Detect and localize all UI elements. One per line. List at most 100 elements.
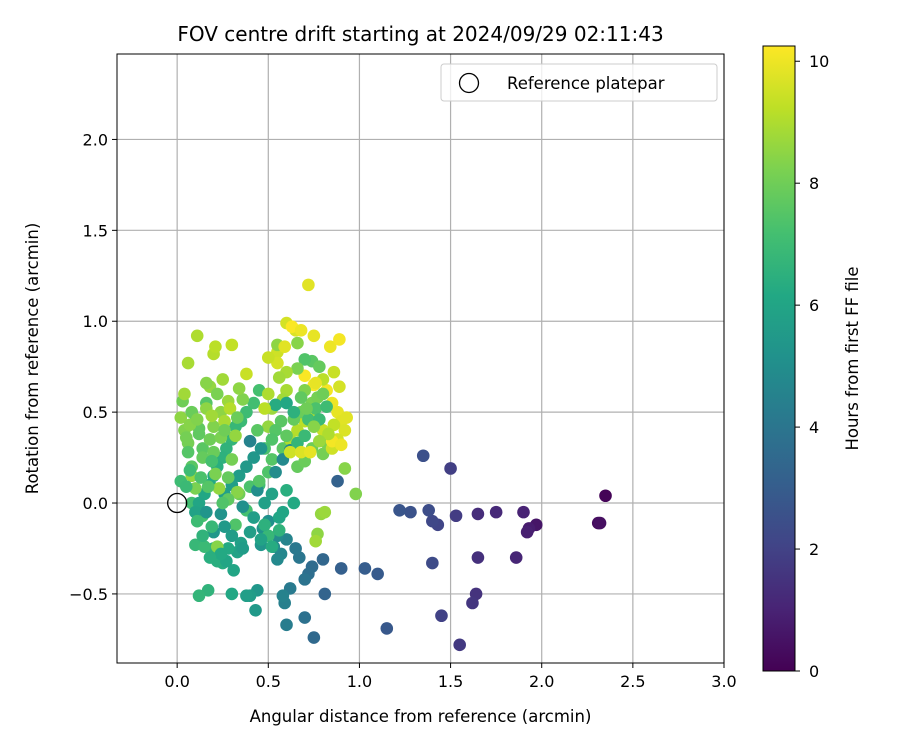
data-point <box>338 462 352 475</box>
y-tick-label: 0.0 <box>83 494 108 513</box>
data-point <box>278 340 291 353</box>
data-point <box>489 505 503 519</box>
data-point <box>225 338 239 352</box>
colorbar-frame <box>762 45 796 672</box>
data-point <box>320 400 333 413</box>
data-point <box>416 449 430 463</box>
data-point <box>181 445 195 459</box>
data-point <box>349 487 363 501</box>
data-point <box>287 496 301 510</box>
data-point <box>203 551 217 564</box>
data-point <box>302 278 315 292</box>
data-point <box>218 520 231 533</box>
data-point <box>593 516 607 530</box>
scatter-points <box>174 278 612 652</box>
data-point <box>240 367 253 381</box>
data-point <box>316 447 330 461</box>
data-point <box>307 329 321 343</box>
data-point <box>243 434 257 448</box>
data-point <box>404 505 417 519</box>
data-point <box>216 373 230 386</box>
axis-ticks: 0.0 0.5 1.0 1.5 2.0 2.5 3.0 −0.5 0.0 0.5 1.0 1.5 2.0 <box>69 130 737 691</box>
chart-title: FOV centre drift starting at 2024/09/29 … <box>177 22 663 46</box>
data-point <box>181 356 195 370</box>
data-point <box>331 474 344 488</box>
data-point <box>309 402 322 415</box>
y-tick-label: 0.5 <box>83 403 108 422</box>
data-point <box>272 511 286 524</box>
data-point <box>300 402 313 415</box>
data-point <box>280 396 293 410</box>
data-point <box>183 464 197 477</box>
data-point <box>322 427 335 441</box>
data-point <box>280 429 293 443</box>
data-point <box>252 474 266 488</box>
data-point <box>243 525 257 539</box>
data-point <box>265 453 279 466</box>
data-point <box>426 556 439 570</box>
data-point <box>272 371 286 384</box>
data-point <box>218 424 231 437</box>
data-point <box>520 525 534 539</box>
data-point <box>453 638 466 652</box>
colorbar-tick-label: 6 <box>809 296 819 315</box>
x-tick-label: 2.5 <box>620 672 645 691</box>
data-point <box>274 414 288 428</box>
colorbar: 0 2 4 6 8 10 Hours from first FF file <box>762 45 862 681</box>
reference-marker-layer <box>167 492 188 514</box>
data-point <box>258 402 271 415</box>
x-tick-label: 0.0 <box>164 672 189 691</box>
x-tick-label: 2.0 <box>529 672 554 691</box>
data-point <box>232 469 246 483</box>
legend-box <box>440 63 718 102</box>
data-point <box>178 387 191 401</box>
data-point <box>240 589 253 603</box>
data-point <box>435 609 448 623</box>
colorbar-tick-label: 10 <box>809 52 829 71</box>
data-point <box>333 380 346 393</box>
x-tick-label: 1.5 <box>438 672 463 691</box>
data-point <box>318 505 332 519</box>
data-point <box>280 483 293 497</box>
data-point <box>276 589 290 603</box>
data-point <box>200 505 213 519</box>
data-point <box>280 618 293 632</box>
data-point <box>309 534 322 548</box>
data-point <box>272 523 286 537</box>
data-point <box>313 434 326 448</box>
data-point <box>466 596 479 610</box>
data-point <box>240 460 253 473</box>
data-point <box>231 485 244 499</box>
data-point <box>298 353 312 366</box>
data-point <box>236 542 250 555</box>
data-point <box>291 336 304 350</box>
legend: Reference platepar <box>440 63 718 102</box>
x-tick-label: 1.0 <box>347 672 372 691</box>
data-point <box>371 567 384 581</box>
data-point <box>225 529 239 543</box>
data-point <box>205 409 219 423</box>
data-point <box>333 333 346 346</box>
data-point <box>265 540 279 553</box>
data-point <box>287 405 301 419</box>
data-point <box>254 442 268 455</box>
data-point <box>236 500 250 513</box>
data-point <box>271 553 284 566</box>
data-point <box>209 340 222 353</box>
data-point <box>179 480 193 493</box>
data-point <box>298 573 312 586</box>
legend-marker-icon <box>458 72 480 94</box>
data-point <box>225 453 239 466</box>
data-point <box>303 445 317 459</box>
y-tick-label: 2.0 <box>83 130 108 149</box>
data-point <box>327 365 341 379</box>
data-point <box>294 324 308 337</box>
data-point <box>289 542 302 555</box>
data-point <box>258 518 271 532</box>
data-point <box>471 551 485 564</box>
data-point <box>194 471 208 484</box>
y-axis-label: Rotation from reference (arcmin) <box>23 223 42 495</box>
data-point <box>247 396 261 410</box>
data-point <box>340 411 353 424</box>
data-point <box>307 631 321 644</box>
